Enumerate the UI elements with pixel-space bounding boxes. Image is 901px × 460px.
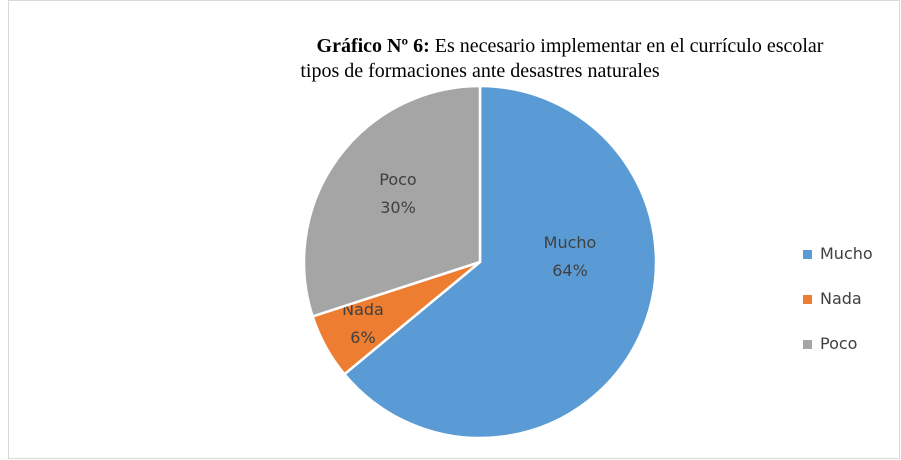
pie-slice — [302, 84, 482, 318]
legend-label: Poco — [820, 334, 857, 353]
slice-value-label: 64% — [552, 261, 588, 280]
chart-title: Gráfico Nº 6: Es necesario implementar e… — [317, 35, 824, 57]
slice-value-label: 30% — [380, 198, 416, 217]
legend-label: Mucho — [820, 244, 873, 263]
pie-slice — [342, 84, 658, 440]
legend-swatch — [803, 340, 812, 349]
slice-category-label: Mucho — [544, 233, 597, 252]
title-prefix: Gráfico Nº 6: — [317, 35, 430, 57]
slice-value-label: 6% — [350, 328, 375, 347]
legend-swatch — [803, 295, 812, 304]
slice-category-label: Nada — [342, 300, 384, 319]
slice-category-label: Poco — [379, 170, 416, 189]
title-line: tipos de formaciones ante desastres natu… — [300, 60, 660, 82]
legend-label: Nada — [820, 289, 862, 308]
legend-swatch — [803, 250, 812, 259]
title-line: Es necesario implementar en el currículo… — [435, 35, 824, 57]
